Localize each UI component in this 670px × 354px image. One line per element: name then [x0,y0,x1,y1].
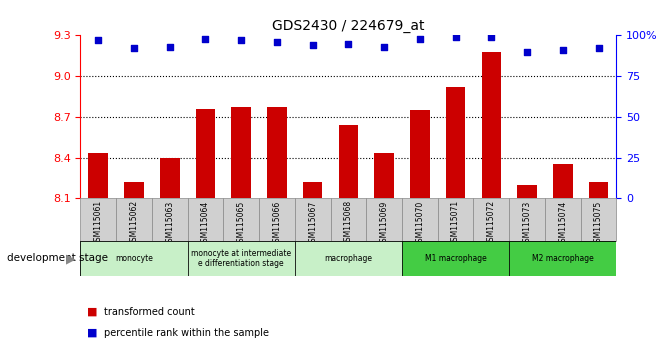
Bar [517,185,537,198]
FancyBboxPatch shape [80,241,188,276]
Text: GSM115063: GSM115063 [165,200,174,247]
FancyBboxPatch shape [152,198,188,241]
Point [271,39,282,45]
FancyBboxPatch shape [402,198,438,241]
Bar [553,164,573,198]
FancyBboxPatch shape [259,198,295,241]
Bar [410,110,429,198]
Point [308,42,318,48]
FancyBboxPatch shape [366,198,402,241]
FancyBboxPatch shape [545,198,581,241]
FancyBboxPatch shape [509,241,616,276]
Point [200,36,211,41]
Text: GSM115073: GSM115073 [523,200,531,247]
Point [415,36,425,41]
Bar [482,52,501,198]
FancyBboxPatch shape [116,198,152,241]
FancyBboxPatch shape [509,198,545,241]
FancyBboxPatch shape [402,241,509,276]
Bar [589,182,608,198]
FancyBboxPatch shape [474,198,509,241]
Bar [375,154,394,198]
FancyBboxPatch shape [438,198,474,241]
Text: percentile rank within the sample: percentile rank within the sample [104,328,269,338]
Point [164,44,175,50]
Text: GSM115069: GSM115069 [380,200,389,247]
Text: GSM115061: GSM115061 [94,200,103,246]
Text: GSM115065: GSM115065 [237,200,246,247]
Bar [88,154,108,198]
Point [129,46,139,51]
FancyBboxPatch shape [188,241,295,276]
Point [450,34,461,40]
Text: GSM115075: GSM115075 [594,200,603,247]
Text: ■: ■ [87,307,98,316]
Bar [231,107,251,198]
Text: GSM115068: GSM115068 [344,200,353,246]
Title: GDS2430 / 224679_at: GDS2430 / 224679_at [272,19,425,33]
Text: M2 macrophage: M2 macrophage [532,254,594,263]
Point [343,41,354,46]
Point [522,49,533,55]
Text: GSM115066: GSM115066 [273,200,281,247]
Bar [196,109,215,198]
Point [93,38,104,43]
Point [557,47,568,53]
Text: GSM115067: GSM115067 [308,200,317,247]
FancyBboxPatch shape [223,198,259,241]
Text: ▶: ▶ [66,252,75,265]
Text: GSM115071: GSM115071 [451,200,460,246]
FancyBboxPatch shape [581,198,616,241]
Bar [267,107,287,198]
Text: GSM115062: GSM115062 [129,200,139,246]
FancyBboxPatch shape [188,198,223,241]
FancyBboxPatch shape [295,241,402,276]
Text: GSM115072: GSM115072 [487,200,496,246]
Text: GSM115070: GSM115070 [415,200,424,247]
Text: monocyte: monocyte [115,254,153,263]
Text: M1 macrophage: M1 macrophage [425,254,486,263]
Text: development stage: development stage [7,253,108,263]
Point [236,38,247,43]
Bar [303,182,322,198]
Point [593,46,604,51]
Text: transformed count: transformed count [104,307,194,316]
Point [379,44,389,50]
Bar [446,87,466,198]
Bar [160,158,180,198]
Text: GSM115074: GSM115074 [558,200,567,247]
Text: macrophage: macrophage [324,254,373,263]
Text: monocyte at intermediate
e differentiation stage: monocyte at intermediate e differentiati… [191,249,291,268]
FancyBboxPatch shape [295,198,330,241]
Text: GSM115064: GSM115064 [201,200,210,247]
Bar [124,182,144,198]
Bar [338,125,358,198]
Text: ■: ■ [87,328,98,338]
FancyBboxPatch shape [80,198,116,241]
Point [486,34,496,40]
FancyBboxPatch shape [330,198,366,241]
